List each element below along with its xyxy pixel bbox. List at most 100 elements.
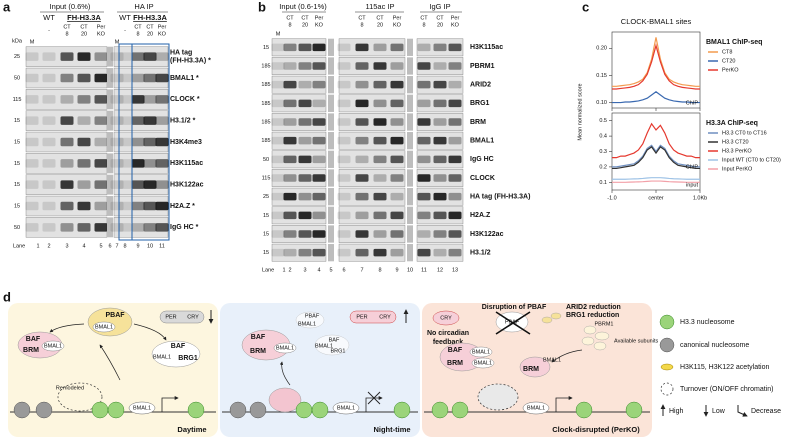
h33-nucleosome: [187, 401, 205, 419]
band: [110, 116, 124, 125]
row-label: ARID2: [470, 82, 491, 89]
row-label: H3.1/2: [470, 250, 491, 257]
lane-header: -: [124, 27, 126, 33]
blot-background: [416, 169, 464, 187]
band: [94, 223, 108, 232]
protein-label: PER: [165, 314, 176, 320]
legend-arrow: [737, 405, 748, 417]
panel-a-ip-header: HA IP: [134, 2, 153, 11]
band: [143, 223, 157, 232]
legend-label: CT20: [722, 58, 735, 64]
band: [155, 116, 169, 125]
h33-nucleosome: [311, 401, 329, 419]
row-label: H3.1/2 *: [170, 118, 196, 125]
blot-background: [338, 243, 406, 262]
band: [42, 137, 56, 147]
kda-label: 15: [263, 213, 269, 219]
marker-label: M: [30, 39, 35, 45]
lane-header: CT: [146, 24, 154, 30]
band: [283, 62, 297, 70]
band: [373, 155, 387, 164]
band: [60, 73, 74, 83]
band: [355, 43, 369, 52]
band: [355, 155, 369, 164]
band: [448, 136, 462, 145]
lane-header: CT: [63, 24, 71, 30]
row-label: HA tag (FH-H3.3A): [470, 194, 530, 201]
band: [131, 52, 145, 61]
protein-label: BMAL1: [337, 405, 355, 411]
legend-label: Low: [712, 408, 726, 415]
band: [337, 80, 351, 89]
blot-background: [416, 57, 464, 75]
band: [155, 223, 169, 232]
band: [42, 95, 56, 104]
band: [373, 118, 387, 126]
lane-header: KO: [451, 22, 460, 28]
kda-label: 15: [14, 203, 20, 209]
band: [110, 95, 124, 104]
kda-label: 185: [261, 138, 270, 144]
band: [143, 95, 157, 104]
band: [312, 230, 326, 238]
blot-background: [271, 187, 327, 206]
series-line: [612, 146, 700, 170]
group-label: FH-H3.3A: [133, 13, 167, 22]
legend-label: CT8: [722, 49, 732, 55]
blot-background: [416, 38, 464, 57]
lane-header: 8: [360, 22, 363, 28]
row-label: HA tag: [170, 50, 192, 57]
band: [77, 137, 91, 147]
x-tick-label: 1.0Kb: [693, 195, 707, 201]
lane-header: -: [48, 27, 50, 33]
protein-label: BMAL1: [95, 324, 113, 330]
row-label: CLOCK *: [170, 96, 200, 103]
band: [417, 80, 431, 89]
band: [283, 211, 297, 220]
row-label: H3K115ac: [170, 160, 203, 167]
band: [312, 155, 326, 164]
band: [355, 118, 369, 126]
lane-label: Lane: [262, 267, 274, 273]
legend-label: PerKO: [722, 67, 739, 73]
band: [433, 118, 447, 126]
band: [312, 118, 326, 126]
empty-lane: [407, 57, 413, 75]
subunit: [550, 312, 562, 320]
empty-lane: [407, 206, 413, 224]
highlight-box: [131, 43, 170, 241]
band: [42, 201, 56, 211]
empty-lane: [328, 225, 334, 243]
band: [94, 137, 108, 147]
row-label: H3K4me3: [170, 139, 202, 146]
empty-lane: [107, 89, 113, 110]
protein-label: BRM: [447, 360, 463, 367]
marker-label: M: [276, 31, 281, 37]
band: [312, 174, 326, 182]
lane-number: 2: [288, 267, 291, 273]
transcription-arrow: [555, 396, 573, 412]
band: [355, 192, 369, 201]
band: [283, 43, 297, 52]
lane-number: 1: [282, 267, 285, 273]
lane-label: Lane: [13, 243, 25, 249]
band: [433, 155, 447, 164]
protein-label: CRY: [187, 314, 199, 320]
band: [131, 223, 145, 232]
kda-label: 115: [13, 97, 22, 103]
band: [312, 80, 326, 89]
empty-lane: [328, 76, 334, 94]
lane-number: 3: [303, 267, 306, 273]
band: [417, 155, 431, 164]
band: [155, 159, 169, 168]
band: [283, 155, 297, 164]
band: [42, 159, 56, 168]
band: [390, 230, 404, 238]
blot-background: [338, 38, 406, 57]
blot-background: [338, 150, 406, 169]
blot-background: [416, 243, 464, 262]
band: [77, 73, 91, 83]
kda-label: 185: [261, 63, 270, 69]
subunit: [583, 325, 597, 335]
panel-b-input-header: Input (0.6-1%): [279, 2, 327, 11]
